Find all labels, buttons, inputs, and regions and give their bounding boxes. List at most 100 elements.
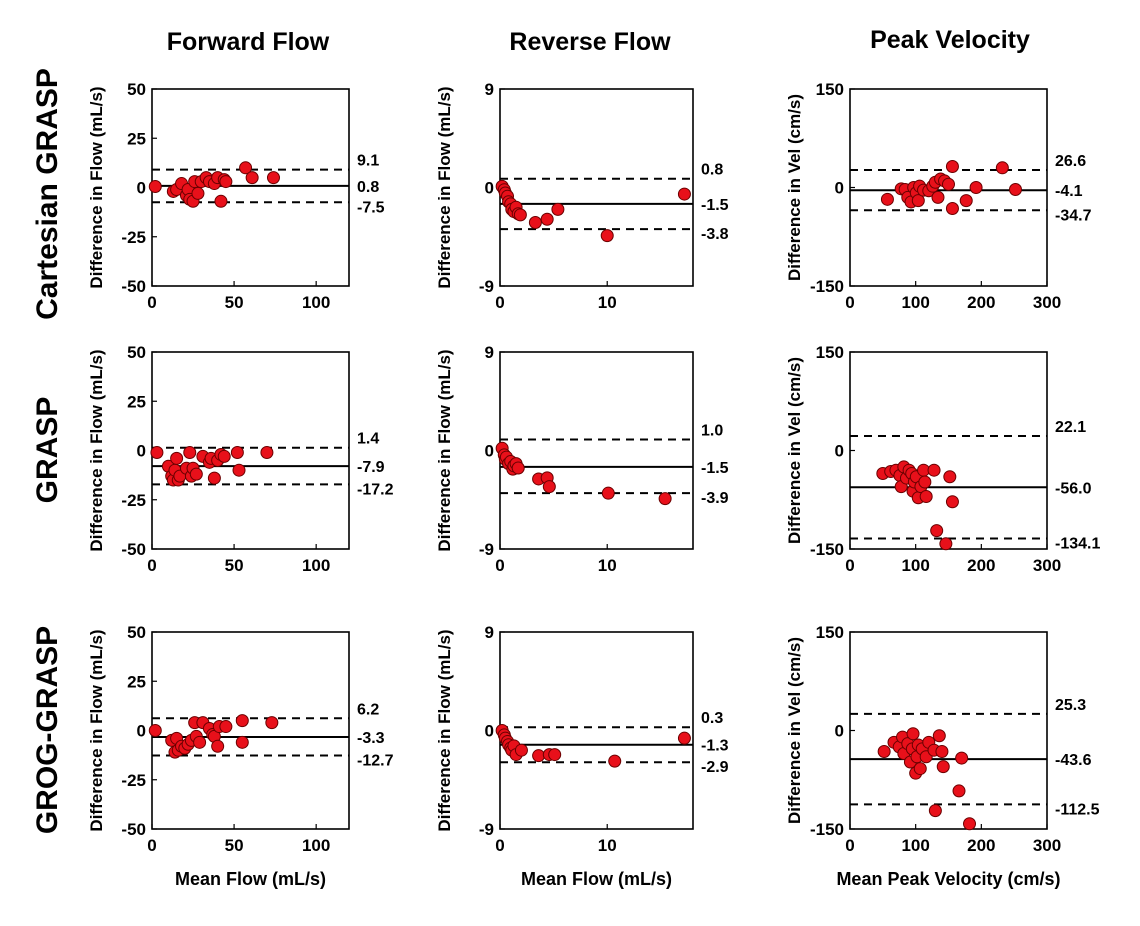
data-point [219,720,233,734]
x-tick-label: 0 [147,293,156,312]
axes-box [499,351,694,550]
upper-limit-label: 0.8 [701,162,723,179]
lower-limit-label: -3.8 [701,226,729,243]
x-axis-label: Mean Peak Velocity (cm/s) [836,869,1060,889]
y-axis-label: Difference in Flow (mL/s) [87,349,106,551]
data-point [193,735,207,749]
x-tick-label: 300 [1033,836,1061,855]
y-tick-label: 0 [835,722,844,741]
y-tick-label: 0 [485,179,494,198]
x-tick-label: 0 [495,556,504,575]
x-tick-label: 100 [901,293,929,312]
mean-difference-label: -43.6 [1055,752,1092,769]
mean-difference-label: -7.9 [357,459,385,476]
data-point [995,161,1009,175]
data-point [608,754,622,768]
y-tick-label: 25 [127,129,146,148]
data-point [266,171,280,185]
y-tick-label: -150 [810,820,844,839]
data-point [880,192,894,206]
data-point [918,475,932,489]
data-point [658,492,672,506]
y-tick-label: -25 [121,491,146,510]
x-tick-label: 200 [967,293,995,312]
data-point [936,760,950,774]
y-tick-label: 9 [485,343,494,362]
data-point [935,745,949,759]
data-point [214,194,228,208]
row-label-cartesian-grasp: Cartesian GRASP [31,68,64,320]
data-point [191,186,205,200]
y-tick-label: 0 [137,442,146,461]
column-title-reverse-flow: Reverse Flow [509,28,671,56]
data-point [932,729,946,743]
data-point [677,187,691,201]
data-point [931,190,945,204]
x-tick-label: 300 [1033,556,1061,575]
y-tick-label: -50 [121,820,146,839]
mean-difference-label: -56.0 [1055,480,1092,497]
y-tick-label: 0 [137,722,146,741]
x-tick-label: 100 [302,293,330,312]
x-tick-label: 0 [495,836,504,855]
data-point [601,486,615,500]
data-point [260,445,274,459]
lower-limit-label: -134.1 [1055,536,1100,553]
data-point [911,194,925,208]
data-point [913,762,927,776]
data-point [906,727,920,741]
data-point [945,202,959,216]
mean-difference-label: -4.1 [1055,183,1083,200]
y-tick-label: -150 [810,277,844,296]
y-tick-label: 50 [127,623,146,642]
y-axis-label: Difference in Vel (cm/s) [785,637,804,824]
data-point [532,749,546,763]
x-tick-label: 200 [967,556,995,575]
data-point [927,463,941,477]
x-tick-label: 50 [225,836,244,855]
data-point [245,171,259,185]
data-point [955,751,969,765]
y-tick-label: 150 [816,623,844,642]
upper-limit-label: 1.4 [357,431,379,448]
row-label-grasp: GRASP [31,397,64,504]
data-point [528,216,542,230]
axes-box [849,631,1048,830]
y-tick-label: -150 [810,540,844,559]
axes-box [151,351,350,550]
data-point [952,784,966,798]
mean-difference-label: -1.3 [701,738,729,755]
data-point [217,449,231,463]
mean-difference-label: 0.8 [357,179,379,196]
x-tick-label: 0 [147,836,156,855]
x-tick-label: 100 [901,836,929,855]
mean-difference-label: -1.5 [701,460,729,477]
x-tick-label: 0 [845,836,854,855]
data-point [148,724,162,737]
x-tick-label: 50 [225,293,244,312]
y-axis-label: Difference in Flow (mL/s) [87,86,106,288]
y-tick-label: -50 [121,540,146,559]
data-point [1008,182,1022,196]
y-axis-label: Difference in Vel (cm/s) [785,94,804,281]
x-tick-label: 100 [302,836,330,855]
data-point [928,804,942,818]
x-tick-label: 200 [967,836,995,855]
y-tick-label: -25 [121,771,146,790]
y-axis-label: Difference in Flow (mL/s) [435,86,454,288]
data-point [542,480,556,494]
lower-limit-label: -7.5 [357,199,385,216]
x-axis-label: Mean Flow (mL/s) [521,869,672,889]
y-tick-label: 150 [816,80,844,99]
data-point [930,524,944,538]
data-point [600,229,614,243]
data-point [514,743,528,757]
upper-limit-label: 22.1 [1055,419,1086,436]
upper-limit-label: 9.1 [357,153,379,170]
data-point [945,495,959,509]
